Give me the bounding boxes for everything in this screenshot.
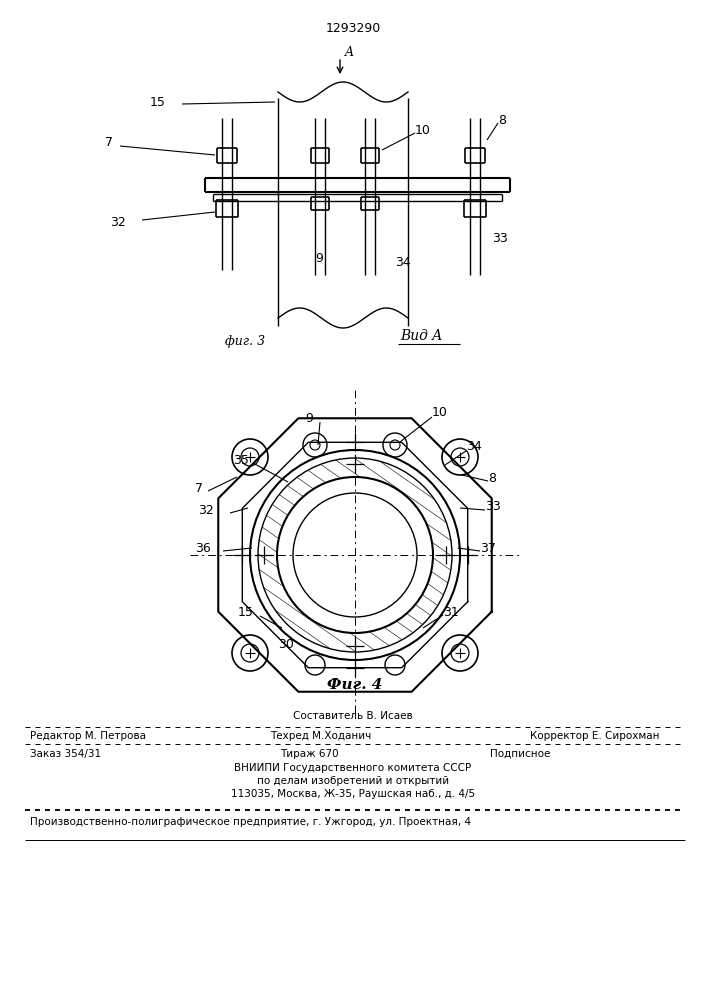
- Text: A: A: [345, 46, 354, 60]
- Text: Заказ 354/31: Заказ 354/31: [30, 749, 101, 759]
- Text: 33: 33: [485, 500, 501, 514]
- Text: 31: 31: [443, 605, 459, 618]
- Text: Производственно-полиграфическое предприятие, г. Ужгород, ул. Проектная, 4: Производственно-полиграфическое предприя…: [30, 817, 471, 827]
- Text: Фиг. 4: Фиг. 4: [327, 678, 382, 692]
- Text: 34: 34: [395, 255, 411, 268]
- Text: 8: 8: [488, 472, 496, 485]
- Text: 10: 10: [432, 406, 448, 420]
- Text: Тираж 670: Тираж 670: [280, 749, 339, 759]
- Text: 9: 9: [315, 251, 323, 264]
- Text: фиг. 3: фиг. 3: [225, 336, 265, 349]
- Text: 8: 8: [498, 113, 506, 126]
- Text: Вид A: Вид A: [400, 329, 443, 343]
- Text: Подписное: Подписное: [490, 749, 550, 759]
- Text: Составитель В. Исаев: Составитель В. Исаев: [293, 711, 413, 721]
- Text: по делам изобретений и открытий: по делам изобретений и открытий: [257, 776, 449, 786]
- Text: 30: 30: [278, 639, 294, 652]
- Text: 15: 15: [150, 96, 166, 108]
- Text: 37: 37: [480, 542, 496, 554]
- Text: 1293290: 1293290: [325, 21, 380, 34]
- Text: Корректор Е. Сирохман: Корректор Е. Сирохман: [530, 731, 660, 741]
- Text: 7: 7: [195, 482, 203, 494]
- Text: 36: 36: [195, 542, 211, 554]
- Text: 10: 10: [415, 123, 431, 136]
- Text: 113035, Москва, Ж-35, Раушская наб., д. 4/5: 113035, Москва, Ж-35, Раушская наб., д. …: [231, 789, 475, 799]
- Text: 32: 32: [110, 216, 126, 229]
- Text: 9: 9: [305, 412, 313, 424]
- Text: 34: 34: [466, 440, 481, 454]
- Text: 7: 7: [105, 136, 113, 149]
- Text: Редактор М. Петрова: Редактор М. Петрова: [30, 731, 146, 741]
- Text: 15: 15: [238, 606, 254, 619]
- Text: 33: 33: [492, 232, 508, 244]
- Text: 35: 35: [233, 454, 249, 466]
- Text: Техред М.Ходанич: Техред М.Ходанич: [270, 731, 371, 741]
- Text: ВНИИПИ Государственного комитета СССР: ВНИИПИ Государственного комитета СССР: [235, 763, 472, 773]
- Text: 32: 32: [198, 504, 214, 516]
